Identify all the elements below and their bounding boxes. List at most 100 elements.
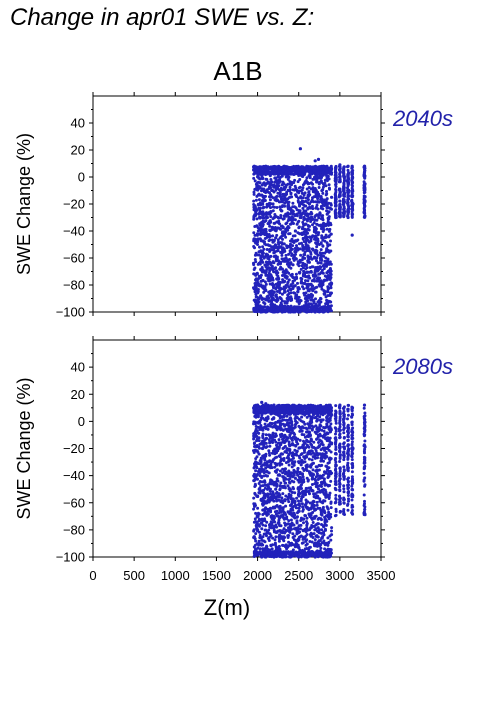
data-point [312, 230, 316, 234]
data-point [327, 229, 331, 233]
data-point [301, 505, 305, 509]
y-tick-label: −80 [63, 522, 85, 537]
data-point [254, 504, 257, 507]
data-point [252, 192, 256, 196]
data-point [267, 539, 271, 542]
data-point [317, 487, 320, 491]
data-point [350, 213, 354, 216]
data-point [280, 172, 284, 176]
data-point [268, 201, 271, 205]
data-point [267, 172, 271, 176]
data-point [263, 240, 266, 244]
data-point [305, 167, 309, 171]
data-point [305, 176, 309, 180]
data-point [316, 239, 320, 243]
data-point [312, 256, 316, 260]
data-point [276, 271, 280, 275]
data-point [260, 202, 265, 206]
data-point [293, 184, 297, 188]
data-point [261, 434, 265, 438]
data-point [265, 445, 269, 449]
data-point [310, 204, 314, 208]
data-point [309, 236, 313, 240]
data-point [276, 238, 280, 242]
data-point [288, 207, 292, 211]
data-point [329, 239, 332, 243]
data-point [270, 228, 274, 232]
data-point [298, 232, 301, 236]
data-point [329, 450, 333, 454]
data-point [278, 469, 282, 473]
data-point [256, 240, 260, 244]
y-tick-label: −60 [63, 495, 85, 510]
data-point [272, 167, 276, 171]
data-point [321, 251, 325, 255]
data-point [260, 306, 264, 310]
data-point [302, 240, 306, 244]
data-point [274, 287, 278, 291]
data-point [280, 310, 284, 314]
data-point [287, 463, 291, 467]
data-point [275, 166, 279, 170]
data-point [278, 236, 282, 240]
data-point [259, 226, 263, 230]
data-point [315, 503, 319, 507]
data-point [289, 246, 293, 250]
data-point [268, 198, 272, 202]
data-point [338, 163, 342, 167]
data-point [307, 190, 311, 194]
points-2080s [252, 400, 367, 559]
data-point [289, 248, 293, 252]
data-point [315, 277, 319, 281]
data-point [276, 245, 280, 249]
data-point [256, 278, 260, 282]
data-point [313, 272, 317, 276]
data-point [306, 207, 310, 211]
data-point [276, 249, 280, 253]
data-point [275, 233, 279, 237]
data-point [280, 195, 283, 199]
data-point [275, 198, 279, 202]
data-point [314, 290, 318, 294]
data-point [281, 204, 285, 208]
data-point [329, 232, 333, 236]
data-point [298, 270, 302, 274]
data-point [315, 500, 319, 504]
data-point [325, 227, 329, 231]
y-tick-label: −100 [56, 305, 85, 320]
data-point [286, 219, 290, 222]
data-point [252, 528, 256, 532]
data-point [300, 227, 304, 231]
data-point [287, 278, 291, 282]
data-point [256, 296, 260, 301]
data-point [307, 288, 311, 291]
data-point [321, 230, 325, 233]
data-point [324, 295, 328, 299]
data-point [252, 245, 256, 248]
data-point [314, 266, 318, 269]
data-point [313, 538, 317, 542]
data-point [290, 215, 294, 219]
data-point [277, 226, 281, 230]
data-point [362, 198, 366, 202]
data-point [268, 444, 272, 448]
data-point [291, 218, 295, 222]
data-point [319, 300, 323, 304]
data-point [347, 180, 351, 184]
data-point [268, 453, 272, 457]
data-point [253, 266, 257, 270]
data-point [328, 306, 332, 310]
data-point [316, 157, 321, 161]
data-point [321, 218, 325, 222]
data-point [272, 183, 276, 187]
data-point [259, 310, 263, 314]
data-point [252, 217, 256, 221]
data-point [293, 167, 297, 171]
data-point [334, 173, 337, 176]
data-point [310, 310, 313, 314]
data-point [288, 222, 292, 226]
data-point [258, 206, 262, 210]
data-point [277, 242, 281, 246]
data-point [316, 435, 320, 439]
data-point [293, 218, 297, 222]
